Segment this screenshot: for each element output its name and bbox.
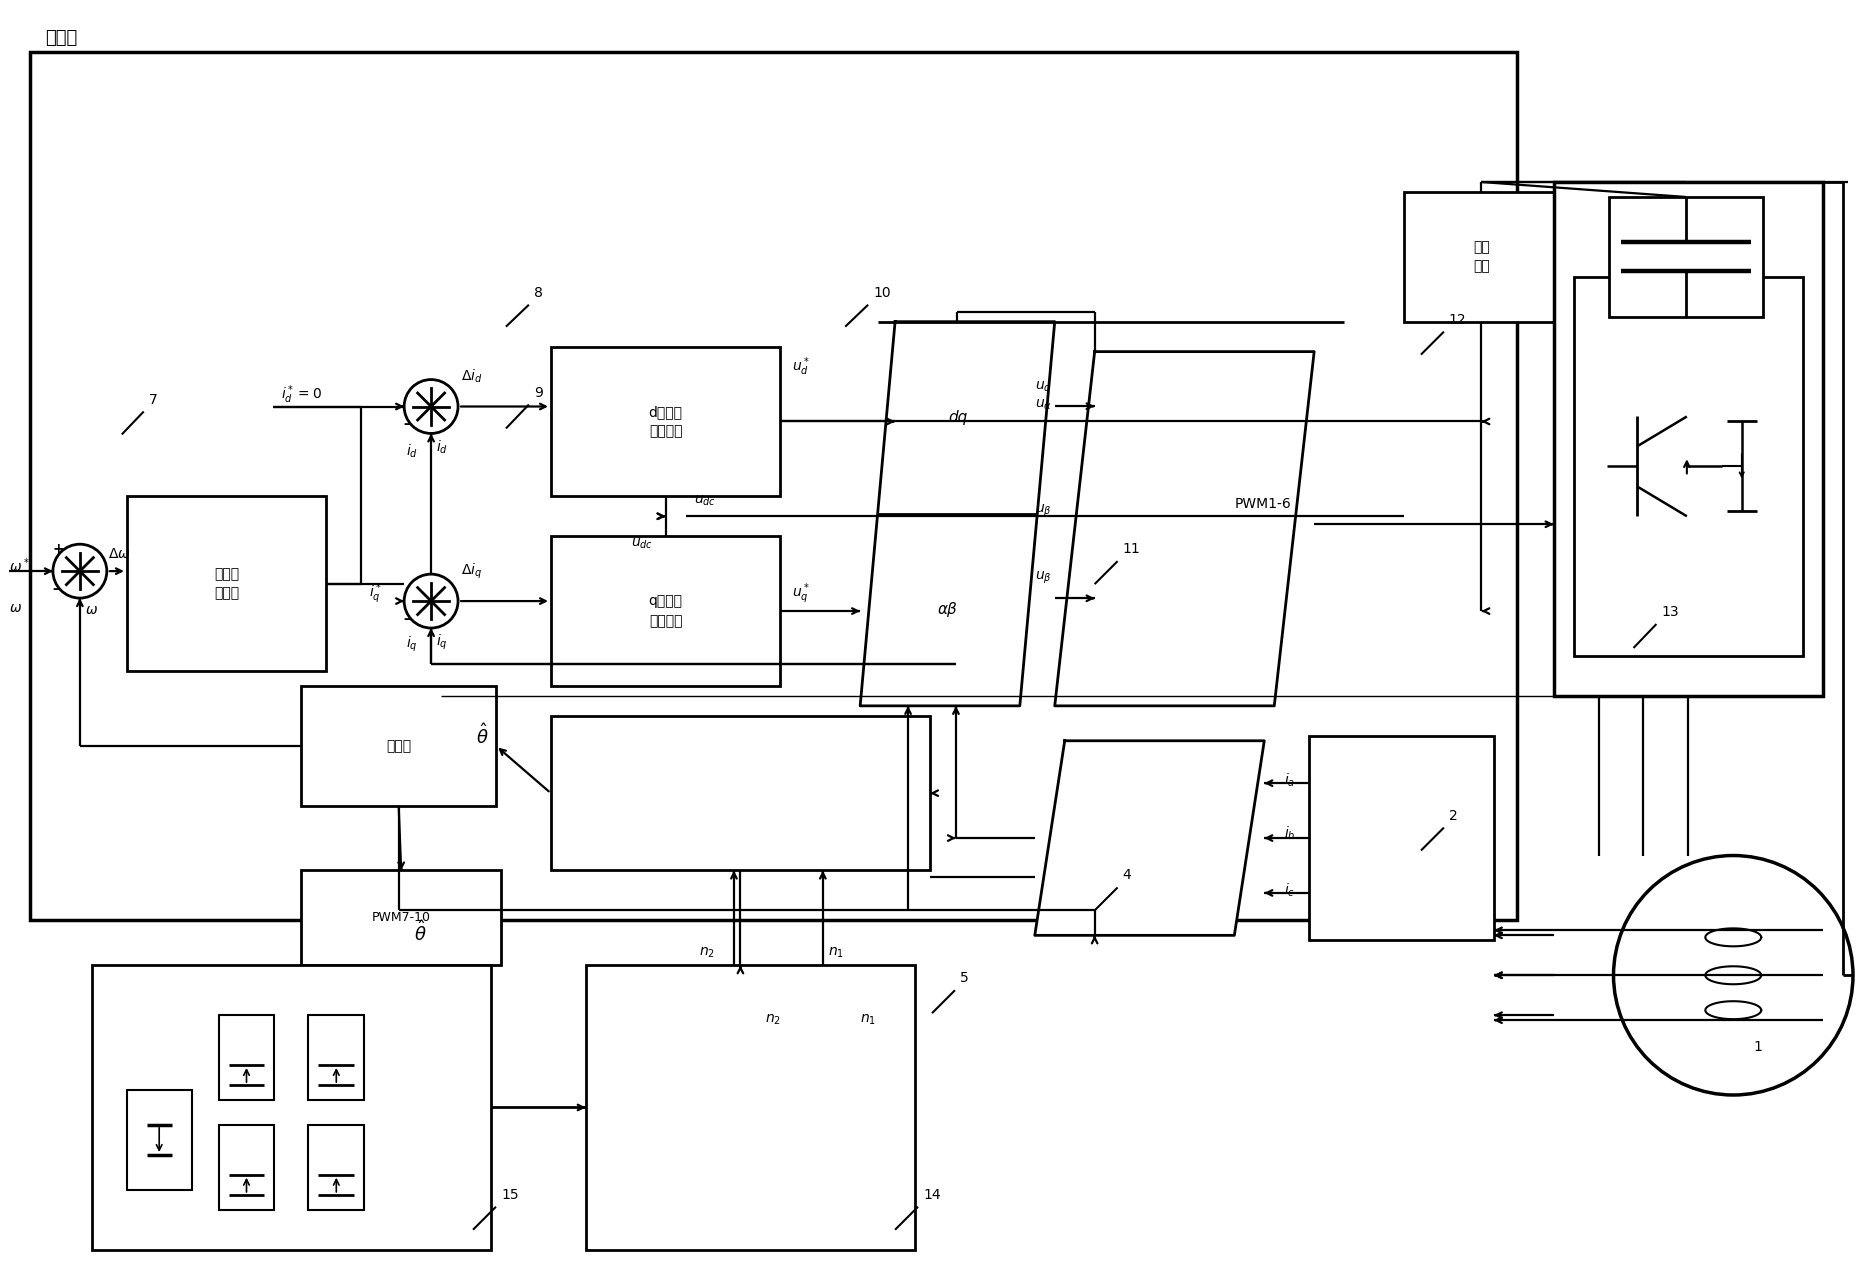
Text: $\omega$: $\omega$ [84,604,97,618]
Circle shape [404,574,458,628]
Text: $\Delta i_q$: $\Delta i_q$ [460,561,483,581]
Text: $n_2$: $n_2$ [765,1013,782,1027]
Text: PWM1-6: PWM1-6 [1235,498,1291,512]
Text: $i_q$: $i_q$ [436,633,447,652]
Circle shape [404,379,458,434]
Text: 7: 7 [148,393,157,407]
Circle shape [1613,855,1852,1095]
Text: 9: 9 [533,385,543,399]
Text: $\omega$: $\omega$ [9,601,22,615]
Bar [219,1016,275,1100]
Text: 13: 13 [1661,605,1678,619]
Polygon shape [1055,352,1313,706]
Bar [127,1090,191,1189]
Bar [550,347,780,496]
Text: +: + [52,542,64,556]
Text: $u_q^*$: $u_q^*$ [791,582,810,606]
Polygon shape [1035,741,1265,935]
Text: 10: 10 [874,286,891,300]
Bar [309,1125,365,1210]
Bar [219,1125,275,1210]
Text: $i_q$: $i_q$ [406,634,417,653]
Text: $i_c$: $i_c$ [1284,882,1295,900]
Text: $\Delta i_d$: $\Delta i_d$ [460,367,483,385]
Bar [1609,197,1762,316]
Text: 1: 1 [1753,1040,1762,1054]
Text: $i_b$: $i_b$ [1284,824,1297,842]
Text: $u_{dc}$: $u_{dc}$ [631,537,653,551]
Bar [550,536,780,686]
Text: $\hat{\theta}$: $\hat{\theta}$ [413,920,427,946]
Bar [1574,277,1804,656]
Text: 14: 14 [922,1188,941,1202]
Text: 12: 12 [1448,313,1467,327]
Text: PWM7-10: PWM7-10 [372,911,430,924]
Text: αβ: αβ [937,602,956,618]
Text: −: − [402,417,415,433]
Text: $u_\alpha$: $u_\alpha$ [1035,380,1052,394]
Text: $n_2$: $n_2$ [700,946,715,961]
Text: $u_\beta$: $u_\beta$ [1035,503,1052,519]
Bar [1553,182,1822,695]
Polygon shape [861,322,1055,706]
Text: $i_d$: $i_d$ [406,443,419,461]
Text: dq: dq [949,410,967,425]
Text: $i_d$: $i_d$ [436,439,449,456]
Bar [1403,191,1559,322]
Text: 4: 4 [1123,869,1132,883]
Text: 8: 8 [533,286,543,300]
Text: 电压
检测: 电压 检测 [1472,240,1489,273]
Text: $n_1$: $n_1$ [827,946,844,961]
Text: $\omega^*$: $\omega^*$ [9,556,30,575]
Bar [550,716,930,870]
Text: 控制器: 控制器 [45,29,77,47]
Text: $i_d^*=0$: $i_d^*=0$ [281,383,322,406]
Text: $u_{dc}$: $u_{dc}$ [694,494,717,508]
Text: d轴电流
调节模块: d轴电流 调节模块 [649,404,683,438]
Bar [309,1016,365,1100]
Text: 15: 15 [501,1188,518,1202]
Bar [301,870,501,965]
Text: $\hat{\theta}$: $\hat{\theta}$ [475,723,488,748]
Text: 转速调
节模块: 转速调 节模块 [213,567,239,601]
Bar [1310,736,1493,940]
Text: 5: 5 [960,971,969,985]
Bar [30,52,1517,920]
Text: 2: 2 [1448,809,1458,823]
Text: −: − [402,611,415,627]
Text: $u_\beta$: $u_\beta$ [1035,570,1052,586]
Circle shape [52,544,107,598]
Bar [92,965,490,1249]
Text: q轴电流
调节模块: q轴电流 调节模块 [649,595,683,628]
Bar [586,965,915,1249]
Text: $i_a$: $i_a$ [1284,772,1295,790]
Text: $\Delta\omega$: $\Delta\omega$ [109,547,131,561]
Text: $n_1$: $n_1$ [861,1013,876,1027]
Text: 11: 11 [1123,542,1139,556]
Text: $i_q^*$: $i_q^*$ [369,582,382,606]
Text: $u_d^*$: $u_d^*$ [791,355,810,378]
Text: $u_\alpha$: $u_\alpha$ [1035,397,1052,412]
Text: −: − [52,582,64,597]
Text: +: + [54,561,65,574]
Bar [301,686,496,805]
Text: 锁相环: 锁相环 [385,739,412,753]
Bar [127,496,326,671]
